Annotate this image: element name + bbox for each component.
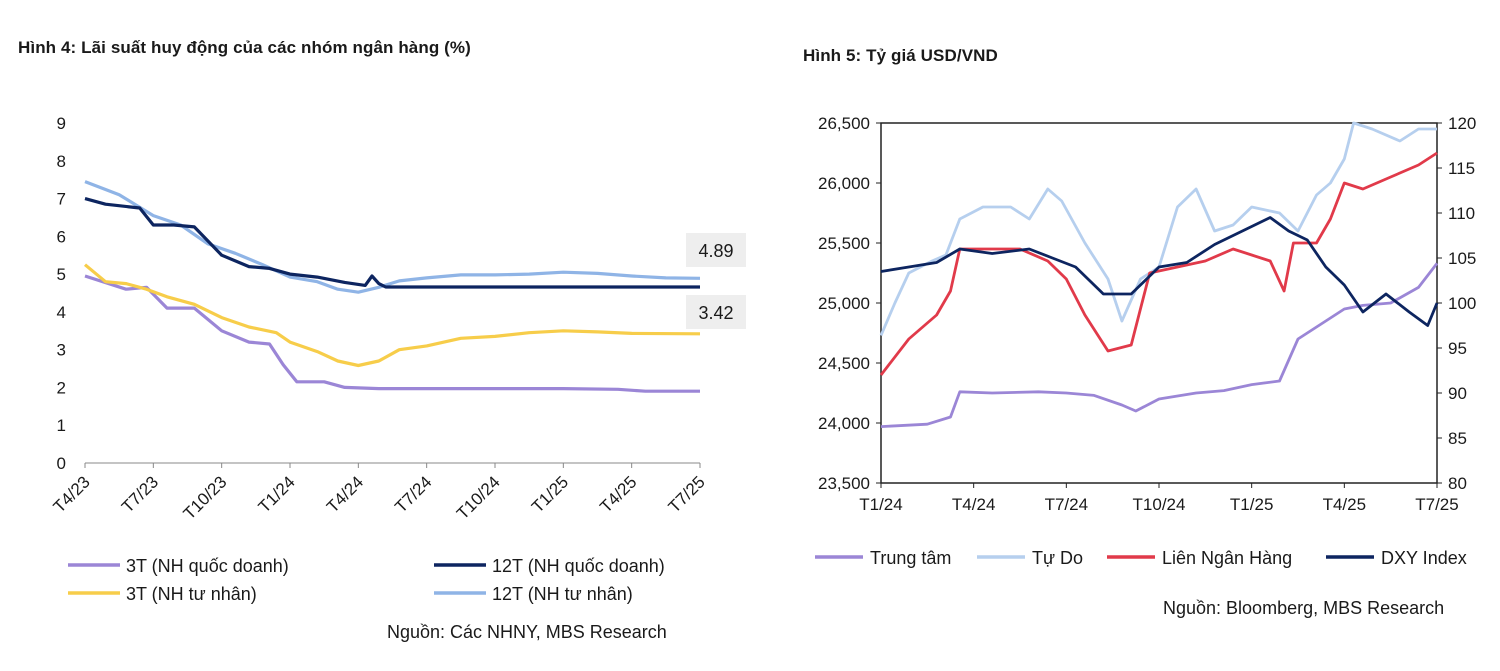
chart-1-x-tick-label: T1/24	[255, 472, 299, 516]
chart-2-source: Nguồn: Bloomberg, MBS Research	[1163, 598, 1445, 618]
chart-2-x-tick-label: T4/25	[1323, 495, 1366, 514]
chart-2-legend-label: Tự Do	[1032, 548, 1083, 568]
chart-1-x-tick-label: T10/24	[453, 472, 504, 523]
chart-1-x-tick-label: T1/25	[528, 472, 572, 516]
chart-2-right-tick-label: 105	[1448, 249, 1476, 268]
chart-1-y-tick-label: 6	[57, 227, 66, 246]
chart-2-series-line	[880, 262, 1439, 428]
chart-2-plot-frame	[880, 122, 1438, 484]
chart-1-y-tick-label: 9	[57, 114, 66, 133]
chart-1-y-tick-label: 3	[57, 341, 66, 360]
chart-2-left-tick-label: 24,500	[818, 354, 870, 373]
chart-2-right-tick-label: 85	[1448, 429, 1467, 448]
chart-2-left-tick-label: 23,500	[818, 474, 870, 493]
chart-1-series-line	[84, 274, 700, 393]
chart-2-x-tick-label: T7/25	[1415, 495, 1458, 514]
chart-1-end-label: 4.89	[698, 241, 733, 261]
chart-2-right-tick-label: 120	[1448, 114, 1476, 133]
chart-1-y-tick-label: 7	[57, 190, 66, 209]
chart-2-right-tick-label: 95	[1448, 339, 1467, 358]
chart-1-x-tick-label: T7/23	[118, 472, 162, 516]
chart-2-series-line	[879, 151, 1438, 376]
chart-2-series-line	[879, 121, 1437, 336]
chart-1-title: Hình 4: Lãi suất huy động của các nhóm n…	[18, 38, 471, 57]
chart-1-x-tick-label: T10/23	[180, 472, 231, 523]
chart-2-left-tick-label: 26,500	[818, 114, 870, 133]
chart-1-y-tick-label: 1	[57, 416, 66, 435]
chart-1-y-tick-label: 8	[57, 152, 66, 171]
chart-2-x-tick-label: T7/24	[1045, 495, 1088, 514]
chart-1-legend-label: 3T (NH quốc doanh)	[126, 556, 289, 576]
chart-2-left-tick-label: 26,000	[818, 174, 870, 193]
chart-1-legend-label: 12T (NH quốc doanh)	[492, 556, 665, 576]
chart-2-legend-label: Liên Ngân Hàng	[1162, 548, 1292, 568]
chart-1-end-label: 3.42	[698, 303, 733, 323]
chart-2-right-tick-label: 110	[1448, 204, 1475, 223]
chart-1-end-label-box	[686, 295, 746, 329]
chart-1-legend-label: 12T (NH tư nhân)	[492, 584, 633, 604]
chart-1-end-label-box	[686, 233, 746, 267]
chart-1-y-tick-label: 4	[57, 303, 66, 322]
chart-2-x-tick-label: T1/24	[859, 495, 902, 514]
chart-1-y-tick-label: 0	[57, 454, 66, 473]
chart-2-legend-label: DXY Index	[1381, 548, 1467, 568]
chart-2-title: Hình 5: Tỷ giá USD/VND	[803, 46, 998, 65]
chart-2-series-line	[880, 216, 1439, 327]
chart-1-source: Nguồn: Các NHNY, MBS Research	[387, 622, 667, 642]
chart-2-legend-label: Trung tâm	[870, 548, 951, 568]
chart-2-right-tick-label: 80	[1448, 474, 1467, 493]
chart-1-series-line	[83, 263, 701, 368]
chart-2-right-tick-label: 90	[1448, 384, 1467, 403]
chart-2-right-tick-label: 115	[1448, 159, 1475, 178]
chart-2-x-tick-label: T4/24	[952, 495, 995, 514]
chart-1-x-tick-label: T7/24	[391, 472, 435, 516]
chart-2-right-tick-label: 100	[1448, 294, 1476, 313]
chart-2-left-tick-label: 25,500	[818, 234, 870, 253]
chart-2-x-tick-label: T1/25	[1230, 495, 1273, 514]
chart-2-left-tick-label: 25,000	[818, 294, 870, 313]
chart-2-left-tick-label: 24,000	[818, 414, 870, 433]
chart-1-y-tick-label: 5	[57, 265, 66, 284]
chart-1-legend-label: 3T (NH tư nhân)	[126, 584, 257, 604]
chart-1-x-tick-label: T4/25	[596, 472, 640, 516]
chart-2-x-tick-label: T10/24	[1133, 495, 1186, 514]
chart-1-y-tick-label: 2	[57, 378, 66, 397]
chart-1-series-line	[84, 180, 701, 294]
chart-1-series-line	[84, 197, 700, 289]
chart-1-x-tick-label: T7/25	[665, 472, 709, 516]
chart-1-x-tick-label: T4/23	[50, 472, 94, 516]
chart-1-x-tick-label: T4/24	[323, 472, 367, 516]
